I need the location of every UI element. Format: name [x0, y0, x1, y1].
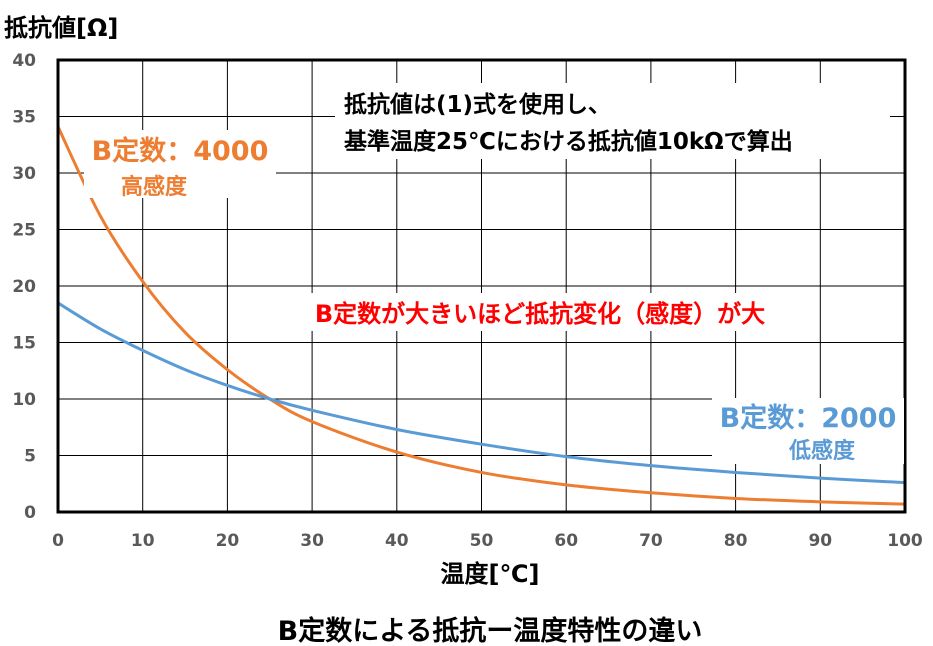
series-label-b4000: B定数：4000	[92, 135, 269, 167]
x-tick-label: 20	[216, 531, 240, 551]
x-axis-label: 温度[℃]	[441, 560, 540, 588]
series-sublabel-b2000: 低感度	[788, 438, 856, 464]
y-tick-labels: 0 5 10 15 20 25 30 35 40	[12, 51, 36, 523]
y-tick-label: 40	[12, 51, 36, 71]
note-line-1: 抵抗値は(1)式を使用し、	[344, 91, 611, 118]
series-lines	[56, 126, 906, 506]
highlight-text: B定数が大きいほど抵抗変化（感度）が大	[315, 300, 765, 328]
y-axis-label: 抵抗値[Ω]	[4, 14, 118, 42]
note-background	[335, 83, 890, 159]
plot-frame	[56, 58, 907, 514]
x-tick-label: 30	[300, 531, 324, 551]
x-tick-label: 90	[808, 531, 832, 551]
y-tick-label: 5	[24, 447, 36, 467]
x-tick-label: 60	[554, 531, 578, 551]
y-tick-label: 0	[24, 503, 36, 523]
x-tick-label: 50	[470, 531, 494, 551]
y-tick-label: 25	[12, 221, 36, 241]
x-tick-label: 10	[131, 531, 155, 551]
series-label-b2000: B定数：2000	[720, 402, 897, 434]
y-tick-label: 20	[12, 277, 36, 297]
y-tick-label: 10	[12, 390, 36, 410]
x-tick-label: 100	[887, 531, 923, 551]
series-sublabel-b4000: 高感度	[121, 174, 188, 200]
series-label-background-b4000	[84, 130, 276, 198]
series-label-background-b2000	[712, 398, 904, 464]
series-line-b4000	[56, 126, 906, 506]
highlight-background	[270, 293, 810, 331]
chart-title: B定数による抵抗ー温度特性の違い	[278, 615, 703, 646]
note-line-2: 基準温度25℃における抵抗値10kΩで算出	[344, 128, 793, 155]
x-tick-label: 70	[639, 531, 663, 551]
x-tick-label: 0	[52, 531, 64, 551]
x-tick-label: 80	[724, 531, 748, 551]
y-tick-label: 30	[12, 164, 36, 184]
y-tick-label: 35	[12, 108, 36, 128]
x-tick-label: 40	[385, 531, 409, 551]
x-tick-labels: 0 10 20 30 40 50 60 70 80 90 100	[52, 531, 923, 551]
y-tick-label: 15	[12, 334, 36, 354]
